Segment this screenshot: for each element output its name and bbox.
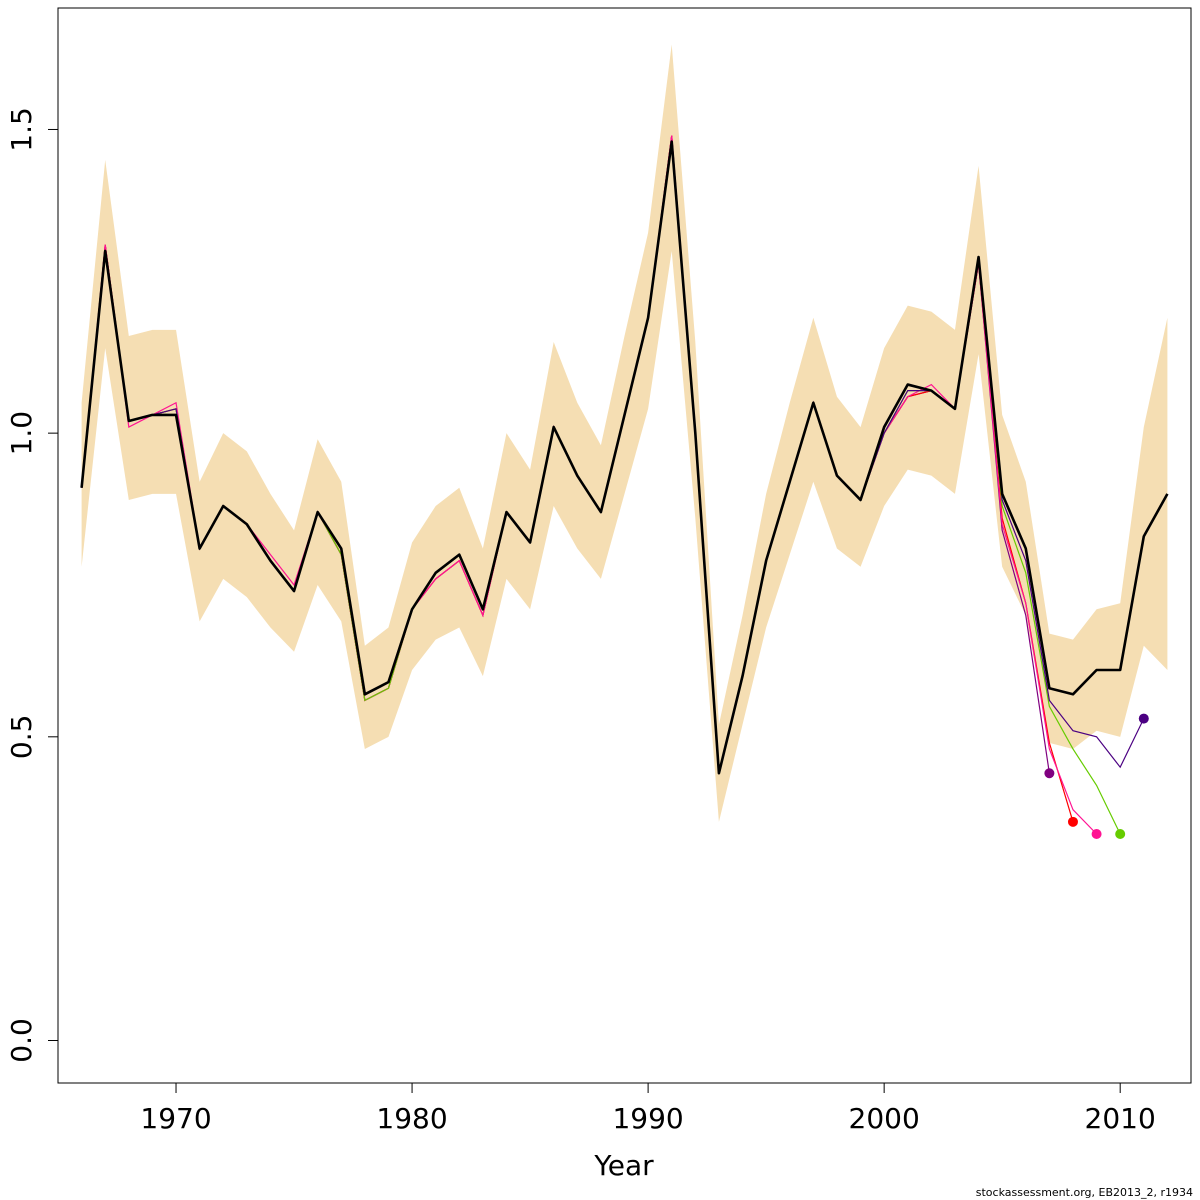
y-tick-label: 0.5 bbox=[5, 715, 38, 760]
retro-series-endpoint-2 bbox=[1067, 816, 1078, 827]
retro-series-endpoint-5 bbox=[1138, 713, 1149, 724]
x-tick-label: 2010 bbox=[1085, 1102, 1156, 1135]
y-tick-label: 1.5 bbox=[5, 107, 38, 152]
main-series-line bbox=[80, 140, 1169, 775]
retro-series-endpoint-3 bbox=[1091, 828, 1102, 839]
y-tick-label: 0.0 bbox=[5, 1018, 38, 1063]
x-axis-title: Year bbox=[593, 1149, 654, 1182]
credit-text: stockassessment.org, EB2013_2, r1934 bbox=[976, 1186, 1193, 1199]
x-tick-label: 2000 bbox=[849, 1102, 920, 1135]
confidence-band bbox=[81, 44, 1168, 822]
y-tick-label: 1.0 bbox=[5, 411, 38, 456]
x-tick-label: 1970 bbox=[140, 1102, 211, 1135]
retro-series-endpoint-4 bbox=[1115, 828, 1126, 839]
x-tick-label: 1980 bbox=[376, 1102, 447, 1135]
plot-frame bbox=[57, 7, 1192, 1084]
x-tick-label: 1990 bbox=[612, 1102, 683, 1135]
plot-area bbox=[80, 44, 1169, 839]
retro-series-endpoint-1 bbox=[1044, 768, 1055, 779]
axes: 1970 1980 1990 2000 2010 0.0 0.5 1.0 1.5 bbox=[5, 107, 1156, 1135]
